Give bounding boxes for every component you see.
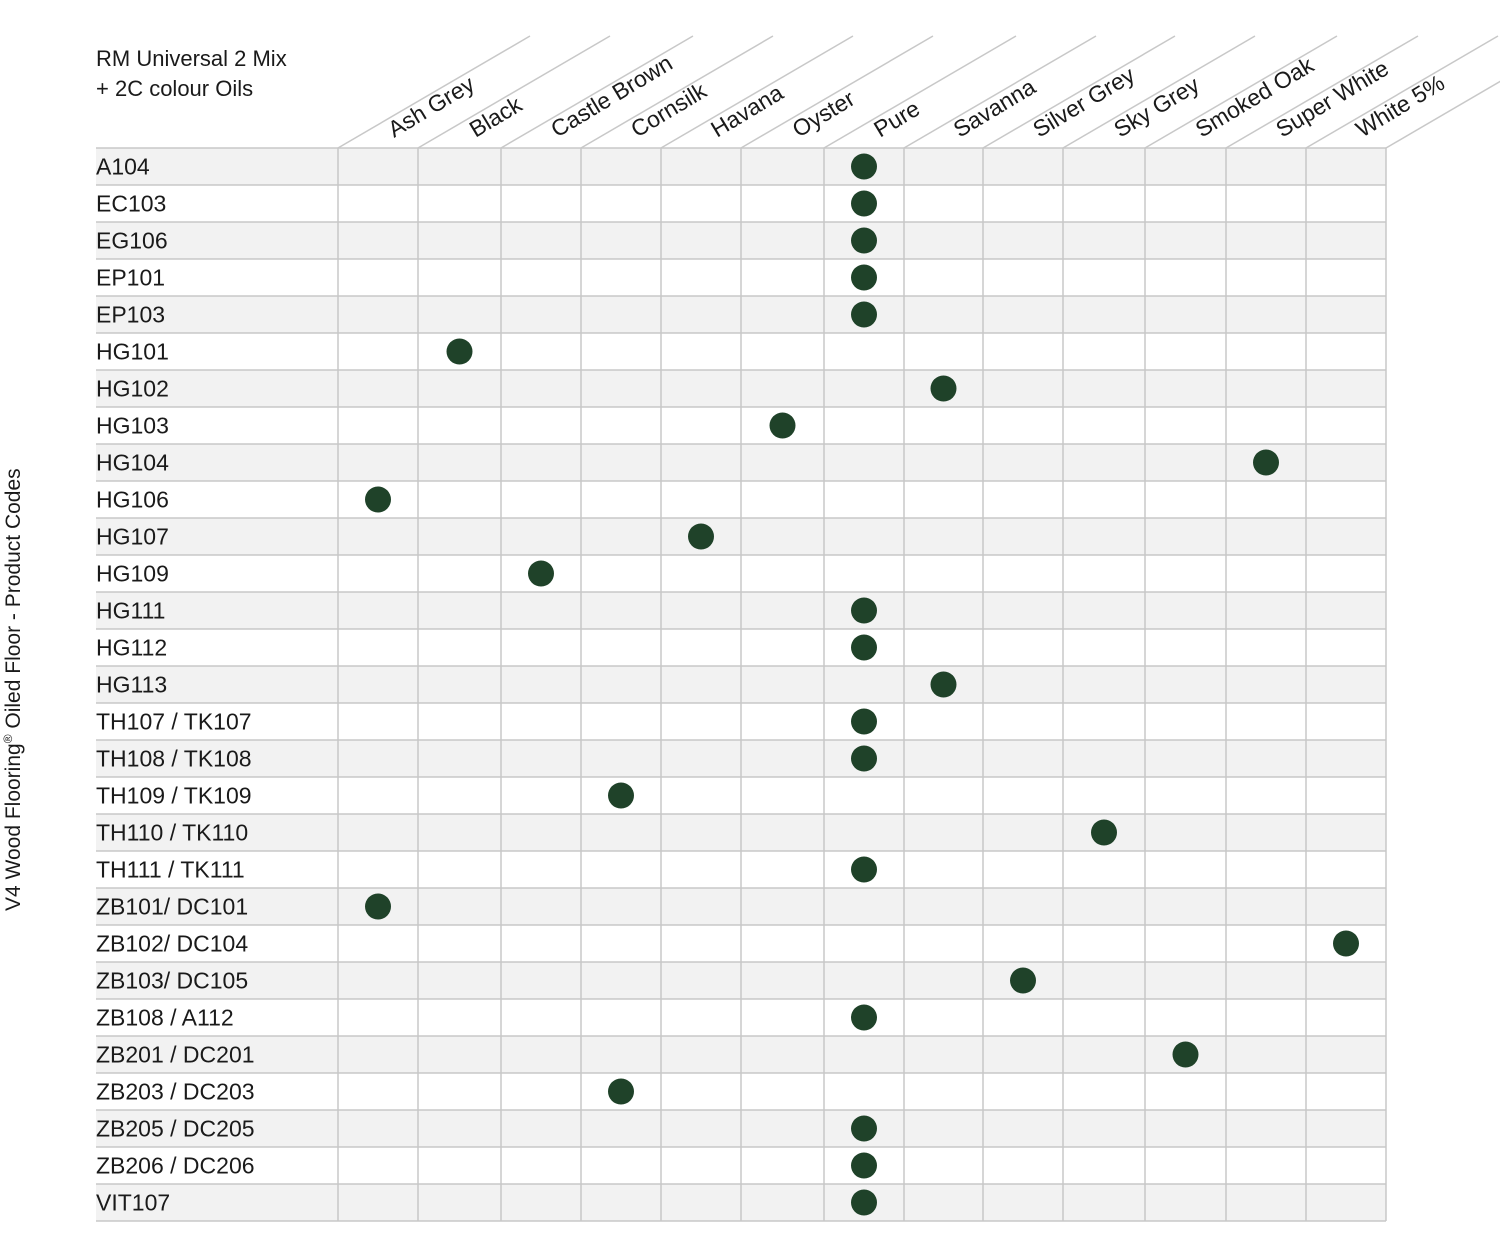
- header-diagonal: [580, 35, 774, 149]
- row-label: ZB108 / A112: [96, 1005, 234, 1031]
- header-diagonal: [500, 35, 694, 149]
- row-label: HG111: [96, 598, 165, 624]
- match-dot: [851, 1004, 877, 1031]
- match-dot: [769, 412, 796, 439]
- row-label: ZB101/ DC101: [96, 894, 248, 920]
- row-label: TH111 / TK111: [96, 857, 245, 883]
- row-label: HG112: [96, 635, 167, 661]
- y-axis-label-rest: Oiled Floor - Product Codes: [2, 468, 25, 734]
- row-label: TH108 / TK108: [96, 746, 252, 772]
- row-label: HG113: [96, 672, 167, 698]
- match-dots: [365, 153, 1359, 1216]
- match-dot: [688, 523, 714, 550]
- row-label: ZB206 / DC206: [96, 1153, 255, 1179]
- header-diagonals: [337, 35, 1500, 149]
- row-label: HG106: [96, 487, 169, 513]
- match-dot: [851, 301, 877, 328]
- row-label: EC103: [96, 191, 166, 217]
- row-label: EG106: [96, 228, 168, 254]
- match-dot: [930, 671, 957, 698]
- row-label: ZB205 / DC205: [96, 1116, 255, 1142]
- match-dot: [851, 708, 877, 735]
- header-diagonal: [903, 35, 1097, 149]
- column-label: Savanna: [949, 73, 1040, 142]
- header-diagonal: [1144, 35, 1338, 149]
- match-dot: [851, 1189, 877, 1216]
- title-line-1: RM Universal 2 Mix: [96, 46, 287, 71]
- row-label: HG103: [96, 413, 169, 439]
- row-label: TH107 / TK107: [96, 709, 252, 735]
- match-dot: [851, 634, 877, 661]
- row-label: ZB102/ DC104: [96, 931, 248, 957]
- y-axis-label-main: V4 Wood Flooring: [2, 743, 25, 911]
- row-label: HG109: [96, 561, 169, 587]
- match-dot: [1253, 449, 1279, 476]
- row-labels: A104 EC103 EG106 EP101 EP103 HG101 HG102 HG103 H…: [96, 154, 255, 1216]
- row-label: HG102: [96, 376, 169, 402]
- column-label: Ash Grey: [383, 70, 479, 142]
- y-axis-label-registered: ®: [1, 734, 15, 743]
- row-label: VIT107: [96, 1190, 170, 1216]
- row-label: EP103: [96, 302, 165, 328]
- match-dot: [365, 893, 391, 920]
- y-axis-label: V4 Wood Flooring® Oiled Floor - Product …: [1, 468, 25, 911]
- match-dot: [1333, 930, 1359, 957]
- match-dot: [528, 560, 554, 587]
- match-dot: [851, 153, 877, 180]
- header-diagonal: [1062, 35, 1256, 149]
- match-dot: [851, 1115, 877, 1142]
- match-dot: [1010, 967, 1036, 994]
- header-diagonal: [1305, 35, 1499, 149]
- match-dot: [365, 486, 391, 513]
- row-label: ZB203 / DC203: [96, 1079, 255, 1105]
- header-diagonal: [740, 35, 934, 149]
- header-diagonal: [417, 35, 611, 149]
- header-diagonal: [337, 35, 531, 149]
- grid-lines: [96, 147, 1387, 1222]
- row-label: A104: [96, 154, 150, 180]
- match-dot: [851, 190, 877, 217]
- row-label: TH110 / TK110: [96, 820, 248, 846]
- column-label: Havana: [706, 79, 788, 142]
- match-dot: [608, 1078, 634, 1105]
- row-label: HG104: [96, 450, 169, 476]
- row-label: ZB201 / DC201: [96, 1042, 255, 1068]
- match-dot: [1091, 819, 1117, 846]
- row-label: ZB103/ DC105: [96, 968, 248, 994]
- header-diagonal: [1225, 35, 1419, 149]
- title-line-2: + 2C colour Oils: [96, 76, 253, 101]
- match-dot: [851, 1152, 877, 1179]
- header-diagonal: [823, 35, 1017, 149]
- column-label: Pure: [869, 95, 924, 142]
- row-label: HG107: [96, 524, 169, 550]
- header-diagonal: [660, 35, 854, 149]
- match-dot: [851, 227, 877, 254]
- match-dot: [851, 745, 877, 772]
- header-diagonal: [982, 35, 1176, 149]
- match-dot: [446, 338, 473, 365]
- match-dot: [851, 856, 877, 883]
- column-label: Black: [465, 91, 527, 143]
- match-dot: [930, 375, 957, 402]
- chart-title: RM Universal 2 Mix + 2C colour Oils: [96, 46, 287, 101]
- header-diagonal: [1385, 80, 1500, 149]
- row-label: TH109 / TK109: [96, 783, 252, 809]
- match-dot: [851, 264, 877, 291]
- match-dot: [608, 782, 634, 809]
- match-dot: [1172, 1041, 1199, 1068]
- match-dot: [851, 597, 877, 624]
- row-label: HG101: [96, 339, 169, 365]
- row-label: EP101: [96, 265, 165, 291]
